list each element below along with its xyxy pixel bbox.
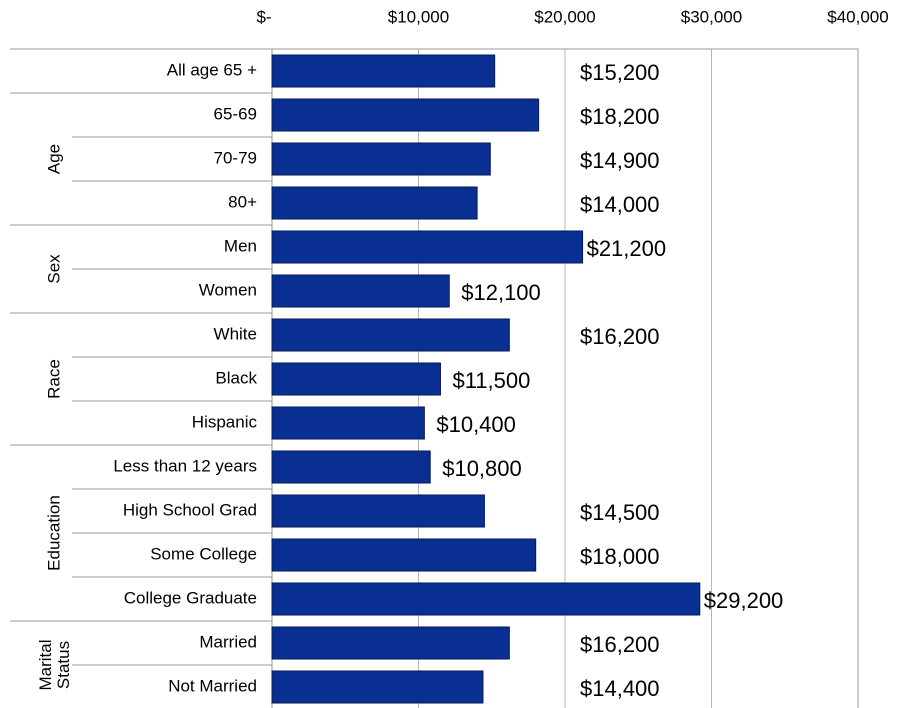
group-label: Race — [44, 359, 63, 399]
category-label: Not Married — [168, 676, 257, 695]
bar — [271, 274, 450, 308]
bar — [271, 142, 491, 176]
x-tick-label: $30,000 — [681, 7, 742, 26]
x-tick-label: $- — [256, 7, 271, 26]
category-label: 65-69 — [214, 104, 257, 123]
category-label: College Graduate — [124, 588, 257, 607]
value-label: $14,900 — [580, 148, 660, 173]
bar — [271, 626, 510, 660]
value-label: $14,400 — [580, 676, 660, 701]
value-label: $16,200 — [580, 632, 660, 657]
category-label: All age 65 + — [167, 60, 257, 79]
value-label: $14,000 — [580, 192, 660, 217]
category-label: 70-79 — [214, 148, 257, 167]
bar — [271, 406, 425, 440]
bar — [271, 54, 496, 88]
bar — [271, 670, 484, 704]
group-label: Sex — [44, 254, 63, 284]
x-tick-label: $40,000 — [827, 7, 888, 26]
bar — [271, 494, 485, 528]
category-label: Hispanic — [192, 412, 258, 431]
value-label: $11,500 — [452, 368, 530, 393]
value-label: $12,100 — [461, 280, 541, 305]
category-label: Women — [199, 280, 257, 299]
value-label: $29,200 — [704, 588, 784, 613]
group-label: Education — [44, 495, 63, 571]
value-label: $16,200 — [580, 324, 660, 349]
bar — [271, 538, 537, 572]
group-label: MaritalStatus — [36, 639, 73, 690]
bar — [271, 318, 510, 352]
value-label: $10,400 — [436, 412, 516, 437]
bar — [271, 582, 701, 616]
category-label: 80+ — [228, 192, 257, 211]
value-label: $10,800 — [442, 456, 522, 481]
value-label: $15,200 — [580, 60, 660, 85]
category-label: Married — [199, 632, 257, 651]
category-label: High School Grad — [123, 500, 257, 519]
category-label: Men — [224, 236, 257, 255]
category-label: Less than 12 years — [113, 456, 257, 475]
group-label: Age — [44, 144, 63, 174]
value-label: $21,200 — [587, 236, 667, 261]
value-label: $14,500 — [580, 500, 660, 525]
category-label: White — [214, 324, 257, 343]
bar — [271, 186, 478, 220]
bar — [271, 230, 584, 264]
x-tick-label: $20,000 — [534, 7, 595, 26]
bar — [271, 450, 431, 484]
x-tick-label: $10,000 — [388, 7, 449, 26]
bar — [271, 362, 441, 396]
category-label: Some College — [150, 544, 257, 563]
value-label: $18,200 — [580, 104, 660, 129]
value-label: $18,000 — [580, 544, 660, 569]
category-label: Black — [215, 368, 257, 387]
bar — [271, 98, 540, 132]
